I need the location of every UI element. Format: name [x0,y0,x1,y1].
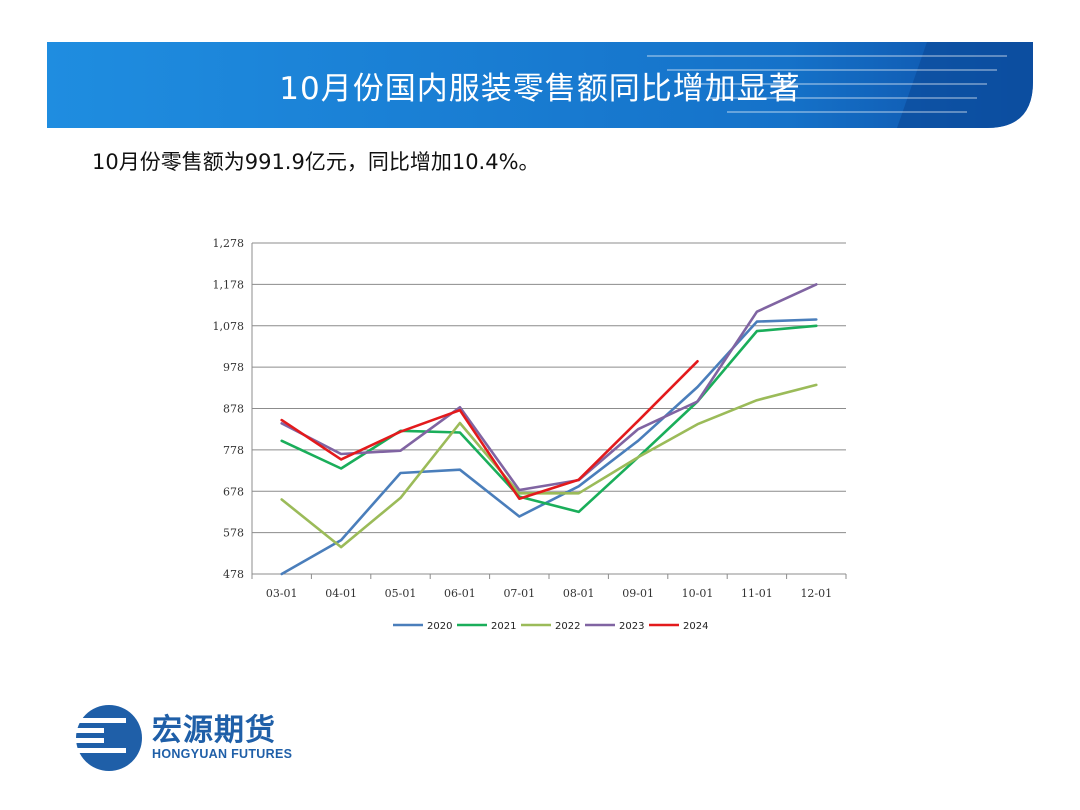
page-title: 10月份国内服装零售额同比增加显著 [279,70,801,107]
series-line-2022 [280,383,818,549]
hongyuan-logo-icon [76,705,142,771]
legend-label-2024: 2024 [683,621,708,632]
series-line-2021 [280,324,818,514]
y-tick-label: 478 [223,568,244,581]
banner-background [47,42,1033,128]
x-tick-label: 07-01 [503,587,535,600]
legend-label-2023: 2023 [619,621,644,632]
y-tick-label: 978 [223,361,244,374]
x-tick-label: 04-01 [325,587,357,600]
series-line-2023 [280,283,818,492]
company-logo: 宏源期货 HONGYUAN FUTURES [74,703,314,773]
legend-label-2022: 2022 [555,621,580,632]
x-tick-label: 06-01 [444,587,476,600]
x-tick-label: 09-01 [622,587,654,600]
x-tick-label: 03-01 [266,587,298,600]
x-tick-label: 10-01 [682,587,714,600]
y-tick-label: 778 [223,444,244,457]
x-tick-label: 08-01 [563,587,595,600]
subtitle-text: 10月份零售额为991.9亿元，同比增加10.4%。 [92,150,540,174]
legend-label-2021: 2021 [491,621,516,632]
series-line-2024 [280,359,699,501]
title-banner: 10月份国内服装零售额同比增加显著 [47,42,1033,128]
y-tick-label: 678 [223,485,244,498]
y-tick-label: 578 [223,527,244,540]
legend-label-2020: 2020 [427,621,452,632]
x-tick-label: 12-01 [800,587,832,600]
y-tick-label: 878 [223,403,244,416]
x-tick-label: 11-01 [741,587,773,600]
logo-name-cn: 宏源期货 [152,713,276,748]
logo-name-en: HONGYUAN FUTURES [152,747,293,761]
y-tick-label: 1,078 [213,320,245,333]
y-tick-label: 1,278 [213,237,245,250]
x-tick-label: 05-01 [385,587,417,600]
y-tick-label: 1,178 [213,278,245,291]
